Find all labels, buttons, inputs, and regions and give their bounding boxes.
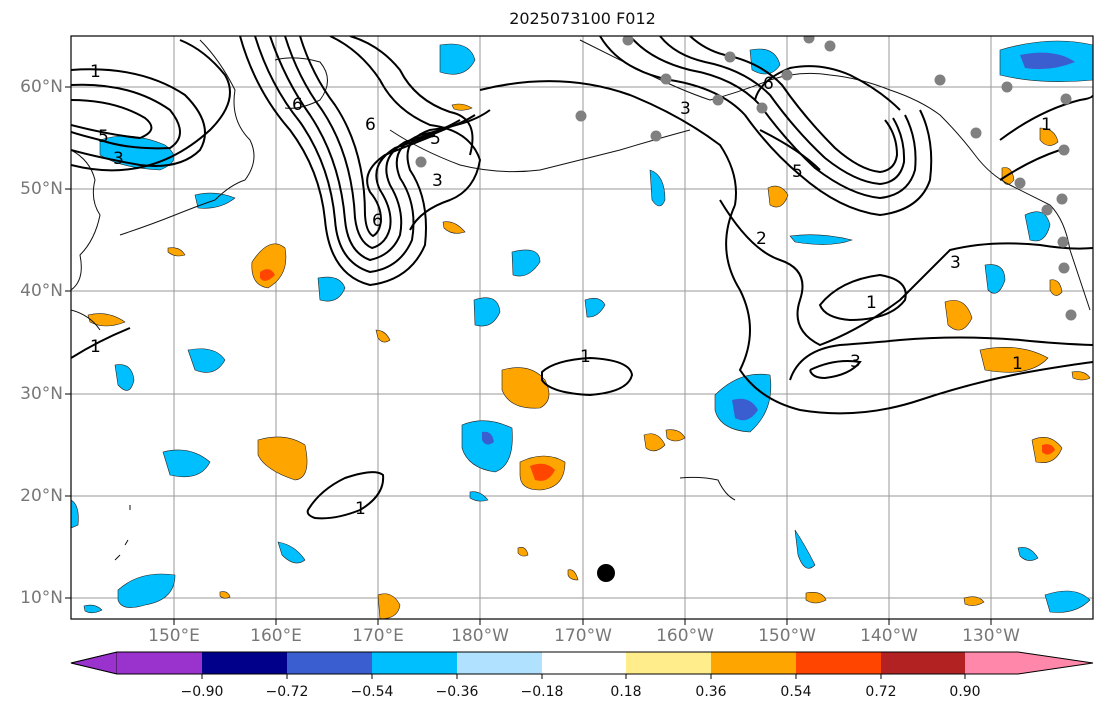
colorbar-segment xyxy=(202,652,287,674)
contour-label: 1 xyxy=(1012,354,1023,374)
station-marker xyxy=(970,127,982,139)
colorbar-segment xyxy=(881,652,965,674)
station-marker xyxy=(415,156,427,168)
colorbar-tick-label: −0.18 xyxy=(520,684,564,700)
lon-label: 160°W xyxy=(656,626,714,646)
station-marker xyxy=(1065,309,1077,321)
coastlines xyxy=(71,39,1091,561)
figure-title: 2025073100 F012 xyxy=(509,9,656,28)
contour-label: 3 xyxy=(113,149,124,169)
contour-label: 1 xyxy=(580,347,591,367)
station-marker xyxy=(934,74,946,86)
lat-label: 40°N xyxy=(20,281,63,301)
map-frame xyxy=(70,35,1094,620)
contour-label: 6 xyxy=(292,95,303,115)
contour-label: 3 xyxy=(950,253,961,273)
colorbar-segment xyxy=(711,652,796,674)
station-marker xyxy=(622,36,634,46)
map-area xyxy=(71,36,1093,619)
colorbar-tick-label: 0.54 xyxy=(780,684,812,700)
station-marker xyxy=(1058,262,1070,274)
station-marker xyxy=(1056,193,1068,205)
station-markers xyxy=(415,36,1077,582)
axis-ticks xyxy=(65,86,992,625)
contour-label: 3 xyxy=(680,99,691,119)
station-marker xyxy=(1060,93,1072,105)
contour-label: 5 xyxy=(792,162,803,182)
colorbar-segment xyxy=(965,652,1018,674)
station-marker xyxy=(575,110,587,122)
lon-label: 160°E xyxy=(250,626,302,646)
colorbar-tick-label: 0.36 xyxy=(695,684,727,700)
colorbar-tick-label: 0.90 xyxy=(949,684,981,700)
contour-label-group: 1 5 3 6 6 5 3 6 1 3 6 5 2 3 1 1 1 3 1 1 xyxy=(90,62,1052,519)
colorbar-segment xyxy=(542,652,626,674)
colorbar-tick-label: −0.72 xyxy=(265,684,309,700)
colorbar-tick-label: −0.54 xyxy=(350,684,394,700)
lon-label: 180°W xyxy=(451,626,509,646)
colorbar-tick-label: 0.72 xyxy=(865,684,897,700)
contour-label: 5 xyxy=(98,127,109,147)
contour-label: 1 xyxy=(355,499,366,519)
colorbar-segment xyxy=(457,652,542,674)
shaded-field xyxy=(71,40,1093,619)
colorbar-segment xyxy=(117,652,202,674)
lon-label: 150°E xyxy=(148,626,200,646)
station-marker xyxy=(803,36,815,44)
lat-label: 30°N xyxy=(20,384,63,404)
colorbar-segment xyxy=(70,651,118,675)
lat-label: 50°N xyxy=(20,179,63,199)
colorbar-segment xyxy=(626,652,711,674)
station-marker xyxy=(1001,81,1013,93)
lon-label: 170°E xyxy=(352,626,404,646)
contour-label: 1 xyxy=(1041,115,1052,135)
colorbar xyxy=(70,651,1094,679)
station-marker xyxy=(724,51,736,63)
lon-label: 170°W xyxy=(554,626,612,646)
contour-label: 6 xyxy=(372,211,383,231)
station-marker xyxy=(756,102,768,114)
contour-lines xyxy=(71,36,1093,520)
lat-label: 10°N xyxy=(20,588,63,608)
contour-label: 2 xyxy=(756,229,767,249)
station-marker xyxy=(781,69,793,81)
lon-label: 150°W xyxy=(758,626,816,646)
station-marker xyxy=(660,73,672,85)
colorbar-tick-label: −0.36 xyxy=(435,684,479,700)
contour-label: 1 xyxy=(90,62,101,82)
colorbar-segment xyxy=(287,652,372,674)
station-marker xyxy=(1057,236,1069,248)
lat-label: 20°N xyxy=(20,486,63,506)
lon-label: 140°W xyxy=(860,626,918,646)
contour-label: 1 xyxy=(866,293,877,313)
station-marker xyxy=(1058,144,1070,156)
station-marker xyxy=(1041,204,1053,216)
colorbar-tick-label: 0.18 xyxy=(610,684,642,700)
contour-label: 5 xyxy=(430,129,441,149)
colorbar-segment xyxy=(372,652,457,674)
colorbar-segment xyxy=(796,652,881,674)
storm-center-marker xyxy=(597,564,615,582)
contour-label: 6 xyxy=(763,74,774,94)
station-marker xyxy=(650,130,662,142)
contour-label: 6 xyxy=(365,115,376,135)
colorbar-segment xyxy=(1018,652,1093,674)
colorbar-tick-label: −0.90 xyxy=(180,684,224,700)
contour-label: 3 xyxy=(850,352,861,372)
contour-label: 3 xyxy=(432,171,443,191)
lat-label: 60°N xyxy=(20,77,63,97)
lon-label: 130°W xyxy=(962,626,1020,646)
contour-label: 1 xyxy=(90,337,101,357)
station-marker xyxy=(824,40,836,52)
station-marker xyxy=(1014,177,1026,189)
station-marker xyxy=(712,94,724,106)
